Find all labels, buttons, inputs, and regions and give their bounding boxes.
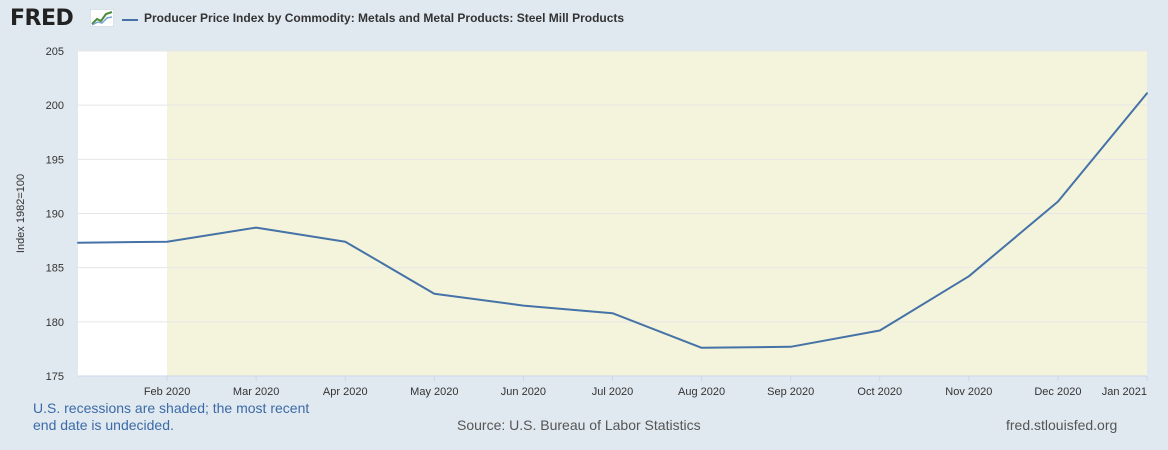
y-tick-label: 185: [46, 263, 64, 275]
y-tick-label: 175: [46, 371, 64, 383]
fred-logo[interactable]: FRED: [10, 6, 74, 31]
x-tick-label: Jul 2020: [592, 386, 634, 398]
y-tick-label: 190: [46, 209, 64, 221]
legend-label: Producer Price Index by Commodity: Metal…: [144, 11, 625, 25]
legend-line-swatch: [122, 19, 138, 21]
x-tick-label: Jun 2020: [501, 386, 546, 398]
y-axis-title: Index 1982=100: [15, 174, 27, 253]
y-tick-label: 205: [46, 46, 64, 58]
x-tick-label: Sep 2020: [767, 386, 814, 398]
y-tick-label: 195: [46, 154, 64, 166]
y-tick-label: 180: [46, 317, 64, 329]
recession-note: U.S. recessions are shaded; the most rec…: [33, 400, 310, 433]
x-tick-label: Mar 2020: [233, 386, 279, 398]
x-tick-label: Feb 2020: [144, 386, 190, 398]
x-tick-label: Oct 2020: [857, 386, 902, 398]
x-tick-label: Nov 2020: [945, 386, 992, 398]
x-tick-label: Dec 2020: [1034, 386, 1081, 398]
chart-header: FRED Producer Price Index by Commodity: …: [0, 0, 1168, 40]
y-tick-label: 200: [46, 100, 64, 112]
fred-logo-chart-icon: [90, 9, 114, 27]
source-text: Source: U.S. Bureau of Labor Statistics: [457, 417, 701, 433]
fred-url-link[interactable]: fred.stlouisfed.org: [1006, 417, 1118, 433]
x-tick-label: May 2020: [410, 386, 458, 398]
x-tick-label: Apr 2020: [323, 386, 368, 398]
x-tick-label: Aug 2020: [678, 386, 725, 398]
x-tick-label: Jan 2021: [1102, 386, 1147, 398]
